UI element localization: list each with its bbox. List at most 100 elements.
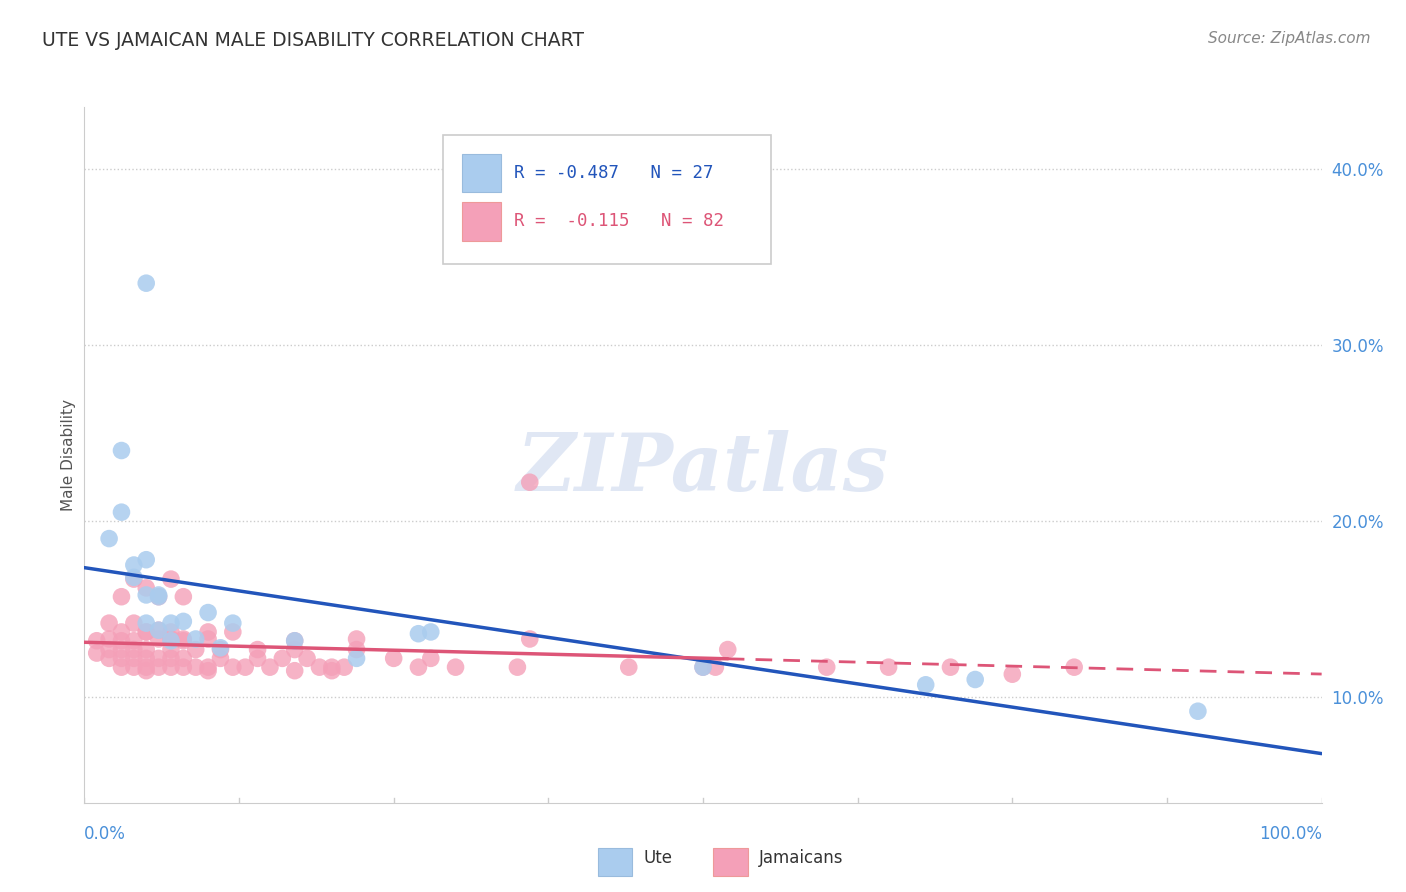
- Point: [160, 660, 183, 674]
- Point: [184, 642, 207, 657]
- Point: [135, 660, 157, 674]
- Point: [408, 660, 430, 674]
- Point: [135, 642, 157, 657]
- Point: [160, 572, 183, 586]
- Point: [284, 642, 307, 657]
- Point: [122, 651, 145, 665]
- Point: [877, 660, 900, 674]
- Point: [321, 660, 343, 674]
- Point: [98, 532, 121, 546]
- Point: [246, 651, 269, 665]
- Point: [148, 588, 170, 602]
- Text: Ute: Ute: [644, 849, 672, 867]
- Point: [519, 632, 541, 646]
- Point: [197, 660, 219, 674]
- Point: [148, 632, 170, 646]
- Point: [135, 624, 157, 639]
- Point: [172, 632, 194, 646]
- Point: [246, 642, 269, 657]
- Point: [617, 660, 640, 674]
- FancyBboxPatch shape: [713, 848, 748, 876]
- Point: [321, 664, 343, 678]
- Point: [122, 642, 145, 657]
- Text: 100.0%: 100.0%: [1258, 825, 1322, 843]
- Point: [160, 632, 183, 646]
- Point: [222, 624, 245, 639]
- Point: [444, 660, 467, 674]
- Point: [209, 640, 232, 655]
- Text: R =  -0.115   N = 82: R = -0.115 N = 82: [513, 212, 724, 230]
- Point: [160, 633, 183, 648]
- Point: [135, 588, 157, 602]
- Text: 0.0%: 0.0%: [84, 825, 127, 843]
- Point: [1063, 660, 1085, 674]
- Point: [692, 660, 714, 674]
- Point: [148, 623, 170, 637]
- Point: [965, 673, 987, 687]
- Point: [408, 626, 430, 640]
- Text: Jamaicans: Jamaicans: [759, 849, 844, 867]
- Point: [98, 642, 121, 657]
- Point: [222, 616, 245, 631]
- Point: [333, 660, 356, 674]
- Point: [122, 633, 145, 648]
- Point: [704, 660, 727, 674]
- Point: [110, 590, 132, 604]
- Point: [271, 651, 294, 665]
- Text: Source: ZipAtlas.com: Source: ZipAtlas.com: [1208, 31, 1371, 46]
- Point: [160, 642, 183, 657]
- Point: [110, 651, 132, 665]
- Point: [519, 475, 541, 490]
- Point: [160, 651, 183, 665]
- Point: [98, 651, 121, 665]
- Point: [1187, 704, 1209, 718]
- Point: [419, 651, 441, 665]
- Point: [284, 633, 307, 648]
- Point: [197, 664, 219, 678]
- Point: [160, 624, 183, 639]
- Point: [148, 623, 170, 637]
- Point: [135, 624, 157, 639]
- Point: [209, 642, 232, 657]
- Point: [110, 624, 132, 639]
- Point: [135, 664, 157, 678]
- Point: [346, 632, 368, 646]
- Point: [122, 570, 145, 584]
- Point: [122, 572, 145, 586]
- Point: [110, 660, 132, 674]
- Text: UTE VS JAMAICAN MALE DISABILITY CORRELATION CHART: UTE VS JAMAICAN MALE DISABILITY CORRELAT…: [42, 31, 583, 50]
- Point: [717, 642, 740, 657]
- Point: [382, 651, 405, 665]
- Point: [148, 660, 170, 674]
- FancyBboxPatch shape: [461, 153, 502, 192]
- Point: [506, 660, 529, 674]
- Point: [914, 678, 936, 692]
- Point: [110, 642, 132, 657]
- Point: [135, 581, 157, 595]
- Point: [284, 664, 307, 678]
- Point: [233, 660, 256, 674]
- Y-axis label: Male Disability: Male Disability: [60, 399, 76, 511]
- Point: [692, 660, 714, 674]
- Point: [135, 616, 157, 631]
- Point: [308, 660, 330, 674]
- Point: [135, 276, 157, 290]
- Point: [98, 632, 121, 646]
- Point: [346, 651, 368, 665]
- Point: [184, 632, 207, 646]
- Point: [135, 651, 157, 665]
- Point: [1001, 667, 1024, 681]
- Point: [197, 632, 219, 646]
- Point: [148, 590, 170, 604]
- Point: [98, 616, 121, 631]
- Point: [259, 660, 281, 674]
- Point: [295, 651, 318, 665]
- Point: [148, 651, 170, 665]
- Point: [172, 651, 194, 665]
- Point: [122, 616, 145, 631]
- Point: [122, 558, 145, 572]
- Point: [86, 633, 108, 648]
- Point: [172, 633, 194, 648]
- Point: [209, 651, 232, 665]
- FancyBboxPatch shape: [461, 202, 502, 241]
